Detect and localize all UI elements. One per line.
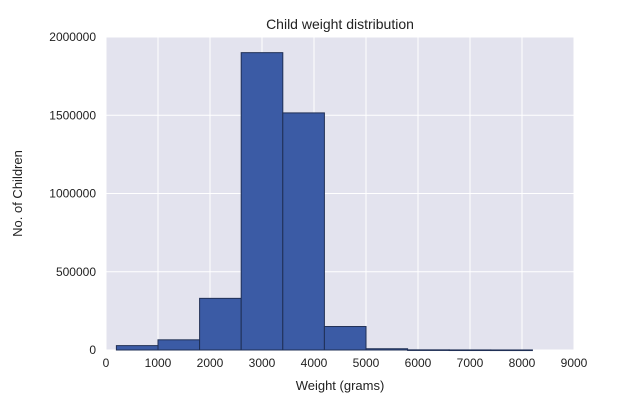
- x-tick-label: 5000: [353, 356, 380, 370]
- y-tick-label: 2000000: [49, 30, 96, 44]
- histogram-bars: [115, 52, 533, 352]
- histogram-bar: [115, 345, 159, 351]
- histogram-bar: [199, 297, 242, 351]
- x-tick-label: 0: [103, 356, 110, 370]
- x-tick-label: 9000: [561, 356, 588, 370]
- x-tick-label: 7000: [457, 356, 484, 370]
- histogram-bar: [407, 349, 450, 351]
- histogram-bar: [282, 112, 325, 351]
- y-tick-label: 1000000: [49, 187, 96, 201]
- x-axis-title: Weight (grams): [296, 378, 385, 393]
- x-tick-label: 1000: [145, 356, 172, 370]
- x-tick-label: 6000: [405, 356, 432, 370]
- histogram-bar: [448, 349, 492, 352]
- histogram-bar: [157, 339, 201, 351]
- histogram-bar: [323, 326, 367, 351]
- y-tick-labels: 0 500000 1000000 1500000 2000000: [49, 30, 96, 357]
- x-tick-label: 4000: [301, 356, 328, 370]
- x-tick-label: 3000: [249, 356, 276, 370]
- y-tick-label: 1500000: [49, 108, 96, 122]
- y-tick-label: 0: [89, 343, 96, 357]
- y-tick-label: 500000: [56, 265, 96, 279]
- x-tick-labels: 0 1000 2000 3000 4000 5000 6000 7000 8000 9000: [103, 356, 588, 370]
- y-axis-title: No. of Children: [10, 150, 25, 237]
- histogram-bar: [490, 349, 533, 352]
- histogram-bar: [365, 348, 409, 351]
- histogram-bar: [240, 52, 284, 351]
- chart-title: Child weight distribution: [266, 16, 414, 32]
- x-tick-label: 2000: [197, 356, 224, 370]
- x-tick-label: 8000: [509, 356, 536, 370]
